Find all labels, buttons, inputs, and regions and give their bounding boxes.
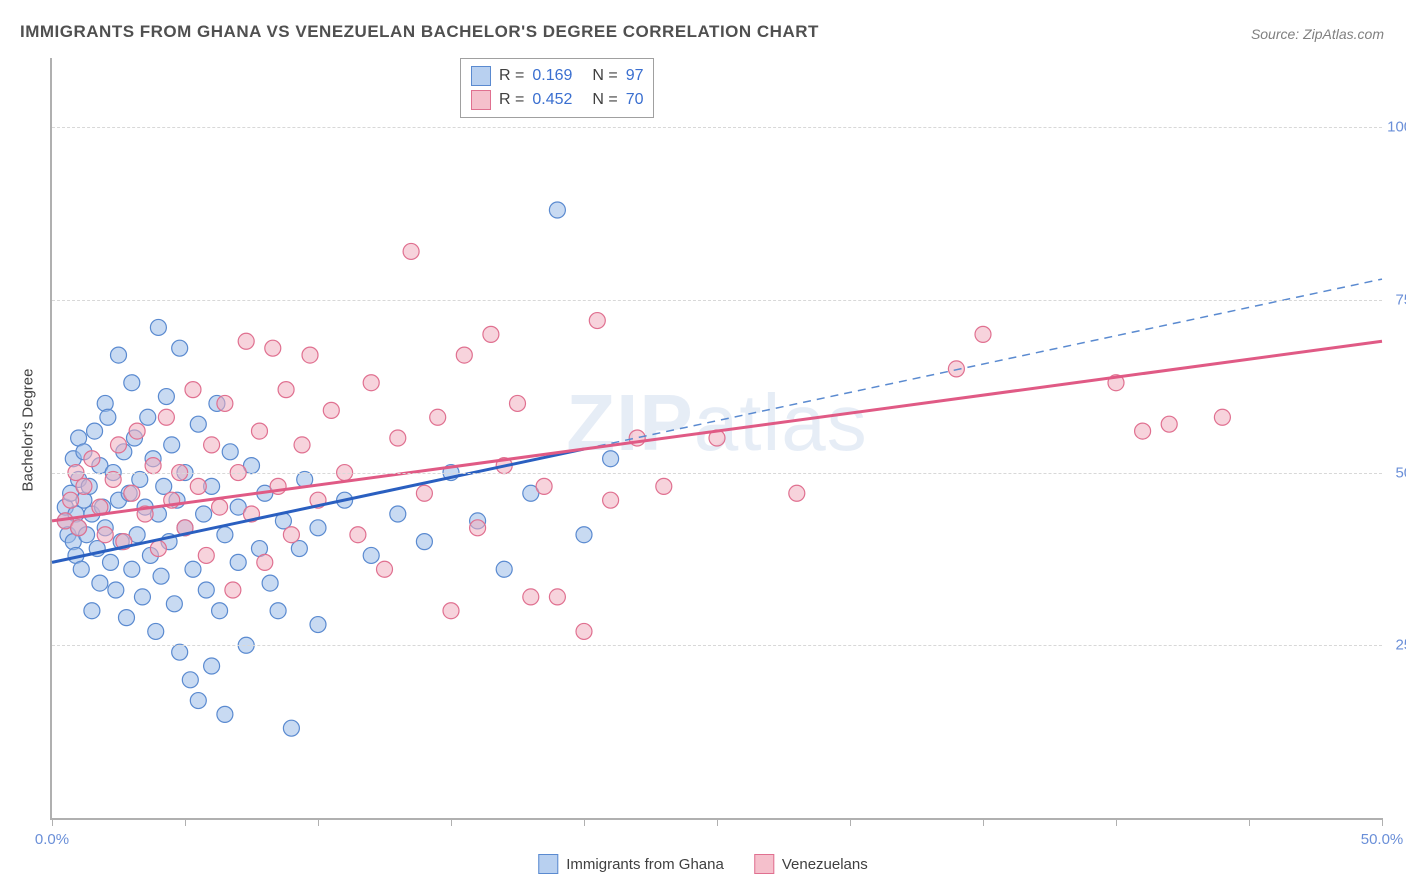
x-tick	[1382, 818, 1383, 826]
x-tick	[52, 818, 53, 826]
y-axis-label: Bachelor's Degree	[20, 369, 37, 492]
y-tick-label: 50.0%	[1395, 464, 1406, 481]
x-tick	[451, 818, 452, 826]
x-tick-label: 50.0%	[1361, 831, 1404, 848]
x-tick	[983, 818, 984, 826]
gridline	[52, 127, 1382, 128]
y-tick-label: 75.0%	[1395, 291, 1406, 308]
correlation-legend: R = 0.169 N = 97 R = 0.452 N = 70	[460, 58, 654, 118]
x-tick	[717, 818, 718, 826]
x-tick-label: 0.0%	[35, 831, 69, 848]
y-tick-label: 25.0%	[1395, 637, 1406, 654]
gridline	[52, 300, 1382, 301]
plot-area: ZIPatlas 25.0%50.0%75.0%100.0%0.0%50.0%	[50, 58, 1382, 820]
gridline	[52, 473, 1382, 474]
r-label: R =	[499, 88, 524, 112]
series-legend: Immigrants from Ghana Venezuelans	[538, 854, 867, 874]
x-tick	[1249, 818, 1250, 826]
y-tick-label: 100.0%	[1387, 119, 1406, 136]
legend-item-venezuela: Venezuelans	[754, 854, 868, 874]
x-tick	[318, 818, 319, 826]
x-tick	[584, 818, 585, 826]
swatch-icon	[471, 90, 491, 110]
legend-label: Venezuelans	[782, 856, 868, 873]
n-value: 97	[626, 64, 644, 88]
n-value: 70	[626, 88, 644, 112]
swatch-icon	[471, 66, 491, 86]
x-tick	[1116, 818, 1117, 826]
n-label: N =	[592, 88, 617, 112]
legend-label: Immigrants from Ghana	[566, 856, 724, 873]
x-tick	[850, 818, 851, 826]
r-label: R =	[499, 64, 524, 88]
swatch-icon	[754, 854, 774, 874]
gridline	[52, 645, 1382, 646]
chart-title: IMMIGRANTS FROM GHANA VS VENEZUELAN BACH…	[20, 22, 819, 42]
legend-item-ghana: Immigrants from Ghana	[538, 854, 724, 874]
swatch-icon	[538, 854, 558, 874]
legend-row: R = 0.452 N = 70	[471, 88, 643, 112]
source-attribution: Source: ZipAtlas.com	[1251, 26, 1384, 42]
n-label: N =	[592, 64, 617, 88]
r-value: 0.452	[532, 88, 584, 112]
x-tick	[185, 818, 186, 826]
legend-row: R = 0.169 N = 97	[471, 64, 643, 88]
r-value: 0.169	[532, 64, 584, 88]
chart-svg	[52, 58, 1382, 818]
